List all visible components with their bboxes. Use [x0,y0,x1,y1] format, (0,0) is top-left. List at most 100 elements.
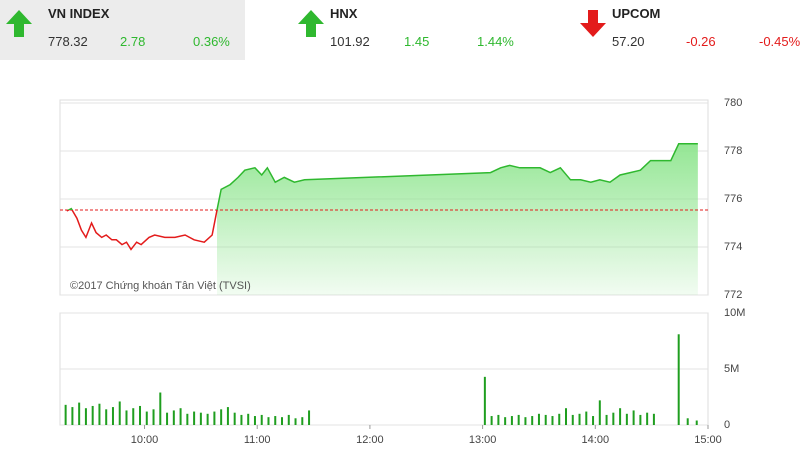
ticker: VN INDEX 778.32 2.78 0.36% [0,0,245,60]
watermark: ©2017 Chứng khoán Tân Việt (TVSI) [70,280,251,292]
direction-arrow [6,10,32,37]
volume-bar [206,413,209,425]
area-fill [217,143,698,295]
direction-arrow [298,10,324,37]
ticker-price: 778.32 [48,34,88,49]
volume-bar [166,412,169,425]
x-tick-label: 10:00 [131,434,159,446]
volume-bar [524,417,527,425]
volume-bar [301,417,304,425]
volume-bar [632,410,635,425]
volume-bar [646,412,649,425]
volume-bar [78,402,81,425]
volume-bar [531,416,534,425]
volume-bar [226,407,229,425]
volume-bar [125,410,128,425]
volume-bar [592,416,595,425]
volume-bar [84,408,87,425]
volume-bar [105,409,108,425]
volume-bar [605,414,608,425]
volume-bar [517,414,520,425]
volume-bar [132,408,135,425]
volume-bar [267,417,270,425]
volume-bar [139,405,142,425]
volume-bar [686,418,689,425]
x-tick-label: 15:00 [694,434,722,446]
volume-bar [578,413,581,425]
volume-bar [233,412,236,425]
ticker-change: -0.26 [686,34,716,49]
volume-bar [159,392,162,425]
volume-bar [565,408,568,425]
x-tick-label: 13:00 [469,434,497,446]
volume-bar [152,409,155,425]
ticker-name: HNX [330,6,358,21]
y-tick-label: 776 [724,193,742,205]
volume-bar [504,417,507,425]
volume-bar [213,411,216,425]
volume-bar [639,414,642,425]
x-tick-label: 11:00 [244,434,271,446]
volume-bar [260,414,263,425]
volume-bar [558,413,561,425]
volume-bar [247,413,250,425]
volume-bar [71,407,74,425]
volume-bar [98,403,101,425]
y-tick-label: 0 [724,419,730,431]
volume-bar [253,416,256,425]
ticker-percent: 0.36% [193,34,230,49]
ticker-percent: -0.45% [759,34,800,49]
volume-bar [308,410,311,425]
ticker-price: 101.92 [330,34,370,49]
x-tick-label: 14:00 [582,434,610,446]
volume-bar [64,404,67,425]
volume-bar [695,420,698,425]
ticker-price: 57.20 [612,34,645,49]
volume-bar [652,413,655,425]
ticker-name: UPCOM [612,6,661,21]
volume-bar [274,416,277,425]
volume-bar [619,408,622,425]
volume-bar [145,411,148,425]
y-tick-label: 772 [724,289,742,301]
volume-bar [625,413,628,425]
ticker-name: VN INDEX [48,6,110,21]
volume-bar [598,400,601,425]
volume-bar [510,416,513,425]
x-tick-label: 12:00 [356,434,384,446]
y-tick-label: 774 [724,241,742,253]
ticker-change: 1.45 [404,34,430,49]
volume-bar [186,413,189,425]
volume-bar [571,414,574,425]
price-line [66,143,698,251]
volume-bar [483,376,486,425]
ticker: UPCOM 57.20 -0.26 -0.45% [564,0,800,60]
y-tick-label: 10M [724,307,745,319]
volume-bar [193,411,196,425]
y-tick-label: 780 [724,97,742,109]
y-tick-label: 5M [724,363,739,375]
volume-bar [172,410,175,425]
ticker: HNX 101.92 1.45 1.44% [282,0,564,60]
ticker-percent: 1.44% [477,34,514,49]
volume-bar [497,414,500,425]
volume-bar [294,418,297,425]
volume-bar [179,408,182,425]
volume-bar [490,416,493,425]
ticker-change: 2.78 [120,34,146,49]
y-tick-label: 778 [724,145,742,157]
volume-bar [91,405,94,425]
volume-bar [240,414,243,425]
volume-bar [199,412,202,425]
volume-bar [544,414,547,425]
volume-bar [281,417,284,425]
volume-bar [118,401,121,425]
ticker-bar: VN INDEX 778.32 2.78 0.36% HNX 101.92 1.45 1.44… [0,0,800,60]
volume-bar [220,409,223,425]
volume-bar [677,334,680,425]
volume-bar [612,412,615,425]
volume-bar [287,414,290,425]
volume-bar [585,411,588,425]
